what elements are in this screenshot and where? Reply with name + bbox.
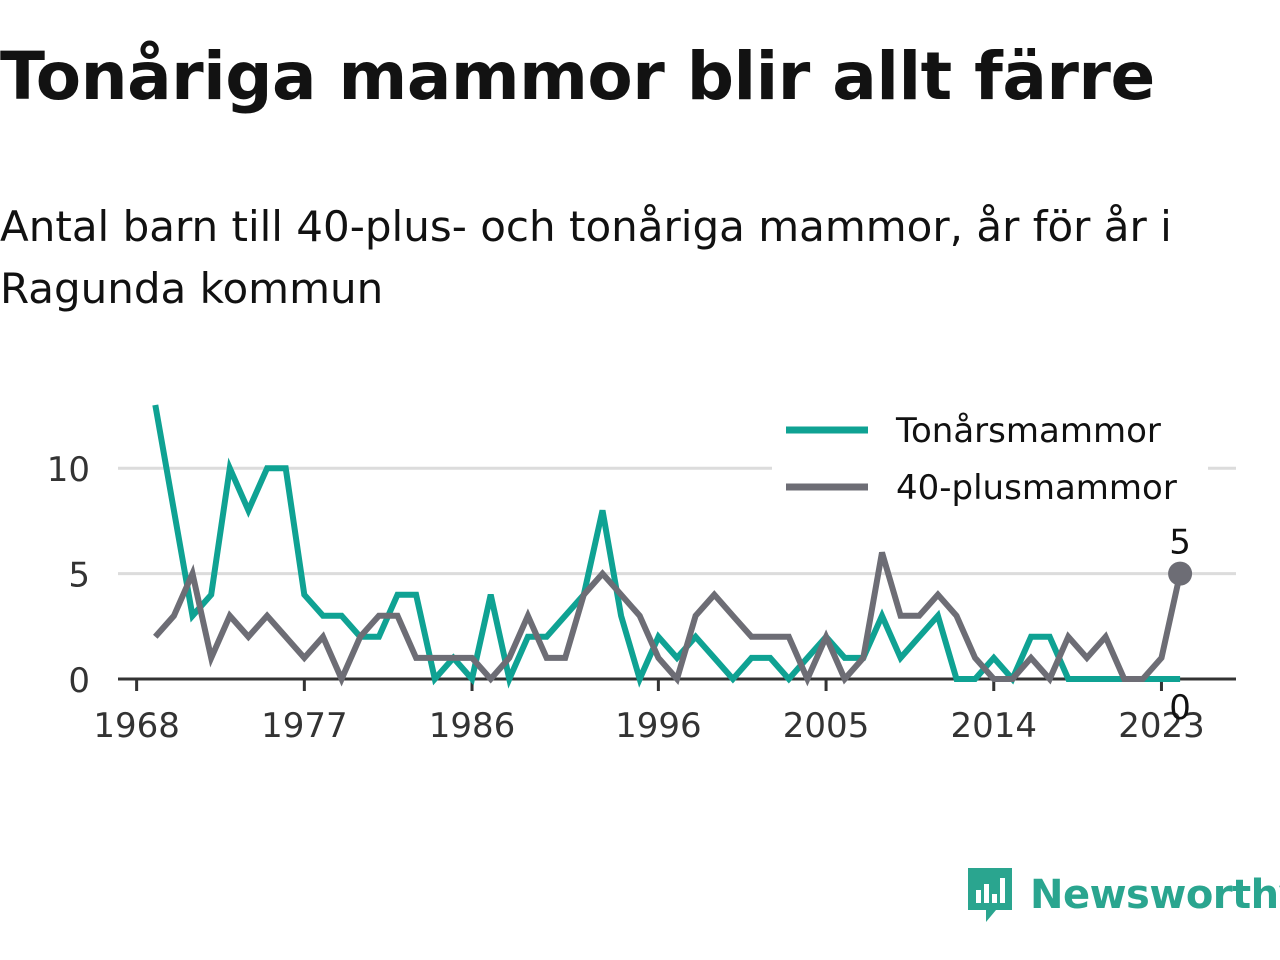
x-tick-label-2005: 2005 [783, 706, 870, 746]
x-tick-label-2023: 2023 [1118, 706, 1205, 746]
end-labels: 50 [1168, 523, 1193, 728]
chart-subtitle: Antal barn till 40-plus- och tonåriga ma… [0, 202, 1172, 313]
x-axis: 1968 1977 1986 1996 2005 2014 2023 [93, 677, 1236, 746]
series-lines [152, 404, 1184, 689]
y-tick-label-10: 10 [47, 450, 90, 490]
end-label-40-plusmammor: 5 [1169, 523, 1191, 563]
x-tick-label-2014: 2014 [951, 706, 1038, 746]
legend: Tonårsmammor 40-plusmammor [772, 404, 1208, 520]
x-tick-label-1977: 1977 [261, 706, 348, 746]
end-point-marker [1168, 561, 1193, 586]
series-line-tonarsmammor [152, 404, 1181, 689]
y-tick-label-0: 0 [68, 661, 90, 701]
brand-name: Newsworthy [1030, 872, 1280, 918]
chart-title: Tonåriga mammor blir allt färre [0, 38, 1155, 115]
x-tick-label-1986: 1986 [429, 706, 516, 746]
newsworthy-logo-icon [968, 868, 1012, 922]
y-axis: 0 5 10 [47, 450, 90, 701]
y-tick-label-5: 5 [68, 556, 90, 596]
legend-label-1: 40-plusmammor [896, 468, 1177, 508]
legend-background [772, 404, 1208, 520]
series-line-40-plusmammor [153, 551, 1184, 687]
brand-logo: Newsworthy [964, 864, 1280, 926]
legend-label-0: Tonårsmammor [895, 411, 1161, 451]
end-label-tonarsmammor: 0 [1169, 688, 1191, 728]
x-tick-label-1996: 1996 [615, 706, 702, 746]
x-tick-label-1968: 1968 [93, 706, 180, 746]
